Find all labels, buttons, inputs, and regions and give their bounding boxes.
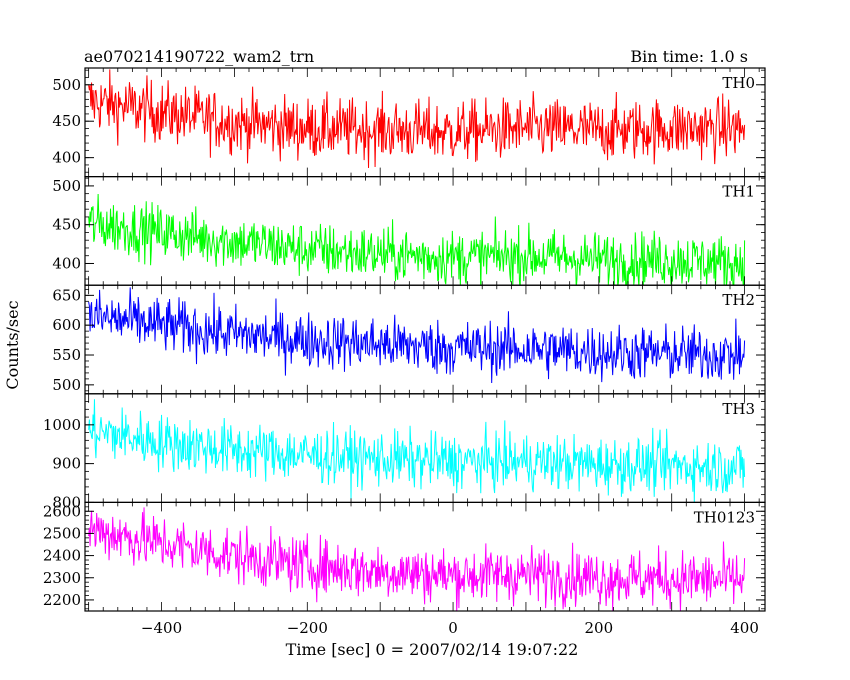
x-tick-label: −400 bbox=[141, 619, 182, 637]
panel-label-th1: TH1 bbox=[722, 183, 755, 201]
series-line-th2 bbox=[88, 287, 746, 384]
y-tick-label-th1: 450 bbox=[52, 216, 81, 234]
panel-th1: 400 450 500 TH1 bbox=[52, 176, 766, 286]
series-line-th3 bbox=[88, 399, 746, 503]
y-tick-label-th0123: 2300 bbox=[43, 569, 81, 587]
y-tick-label-th2: 500 bbox=[52, 376, 81, 394]
y-tick-label-th1: 400 bbox=[52, 254, 81, 272]
panel-frame-th0 bbox=[84, 67, 766, 178]
y-tick-label-th2: 550 bbox=[52, 346, 81, 364]
panel-label-th2: TH2 bbox=[722, 291, 755, 309]
series-line-th1 bbox=[88, 194, 746, 286]
x-axis: −400 −200 0 200 400 bbox=[141, 619, 759, 637]
x-tick-label: −200 bbox=[287, 619, 328, 637]
y-tick-label-th2: 650 bbox=[52, 286, 81, 304]
panel-th2: 500 550 600 650 TH2 bbox=[52, 284, 766, 395]
chart-title: ae070214190722_wam2_trn bbox=[84, 47, 314, 66]
x-tick-label: 400 bbox=[730, 619, 759, 637]
panel-label-th3: TH3 bbox=[722, 400, 755, 418]
panel-th0: 400 450 500 TH0 bbox=[52, 67, 766, 178]
x-tick-label: 200 bbox=[585, 619, 614, 637]
panel-th0123: 2200 2300 2400 2500 2600 TH0123 bbox=[43, 501, 766, 612]
series-line-th0 bbox=[88, 69, 746, 168]
y-tick-label-th0123: 2500 bbox=[43, 524, 81, 542]
y-tick-label-th3: 1000 bbox=[43, 416, 81, 434]
y-tick-label-th0: 400 bbox=[52, 149, 81, 167]
y-tick-label-th1: 500 bbox=[52, 177, 81, 195]
y-tick-label-th0: 500 bbox=[52, 76, 81, 94]
y-tick-label-th0123: 2600 bbox=[43, 502, 81, 520]
panel-th3: 800 900 1000 TH3 bbox=[43, 393, 766, 511]
y-tick-label-th2: 600 bbox=[52, 316, 81, 334]
y-tick-label-th3: 900 bbox=[52, 455, 81, 473]
y-axis-label: Counts/sec bbox=[3, 300, 22, 389]
x-tick-label: 0 bbox=[448, 619, 458, 637]
panel-frame-th0123 bbox=[84, 501, 766, 612]
panel-label-th0123: TH0123 bbox=[694, 508, 755, 526]
panels-group: 400 450 500 TH0 400 450 500 TH1 500 550 600 650 TH2 8… bbox=[43, 67, 766, 612]
bin-time-label: Bin time: 1.0 s bbox=[630, 47, 748, 66]
series-line-th0123 bbox=[88, 507, 746, 611]
y-tick-label-th0123: 2400 bbox=[43, 547, 81, 565]
x-axis-label: Time [sec] 0 = 2007/02/14 19:07:22 bbox=[286, 640, 579, 659]
y-tick-label-th3: 800 bbox=[52, 493, 81, 511]
y-tick-label-th0123: 2200 bbox=[43, 591, 81, 609]
panel-label-th0: TH0 bbox=[722, 74, 755, 92]
y-tick-label-th0: 450 bbox=[52, 112, 81, 130]
